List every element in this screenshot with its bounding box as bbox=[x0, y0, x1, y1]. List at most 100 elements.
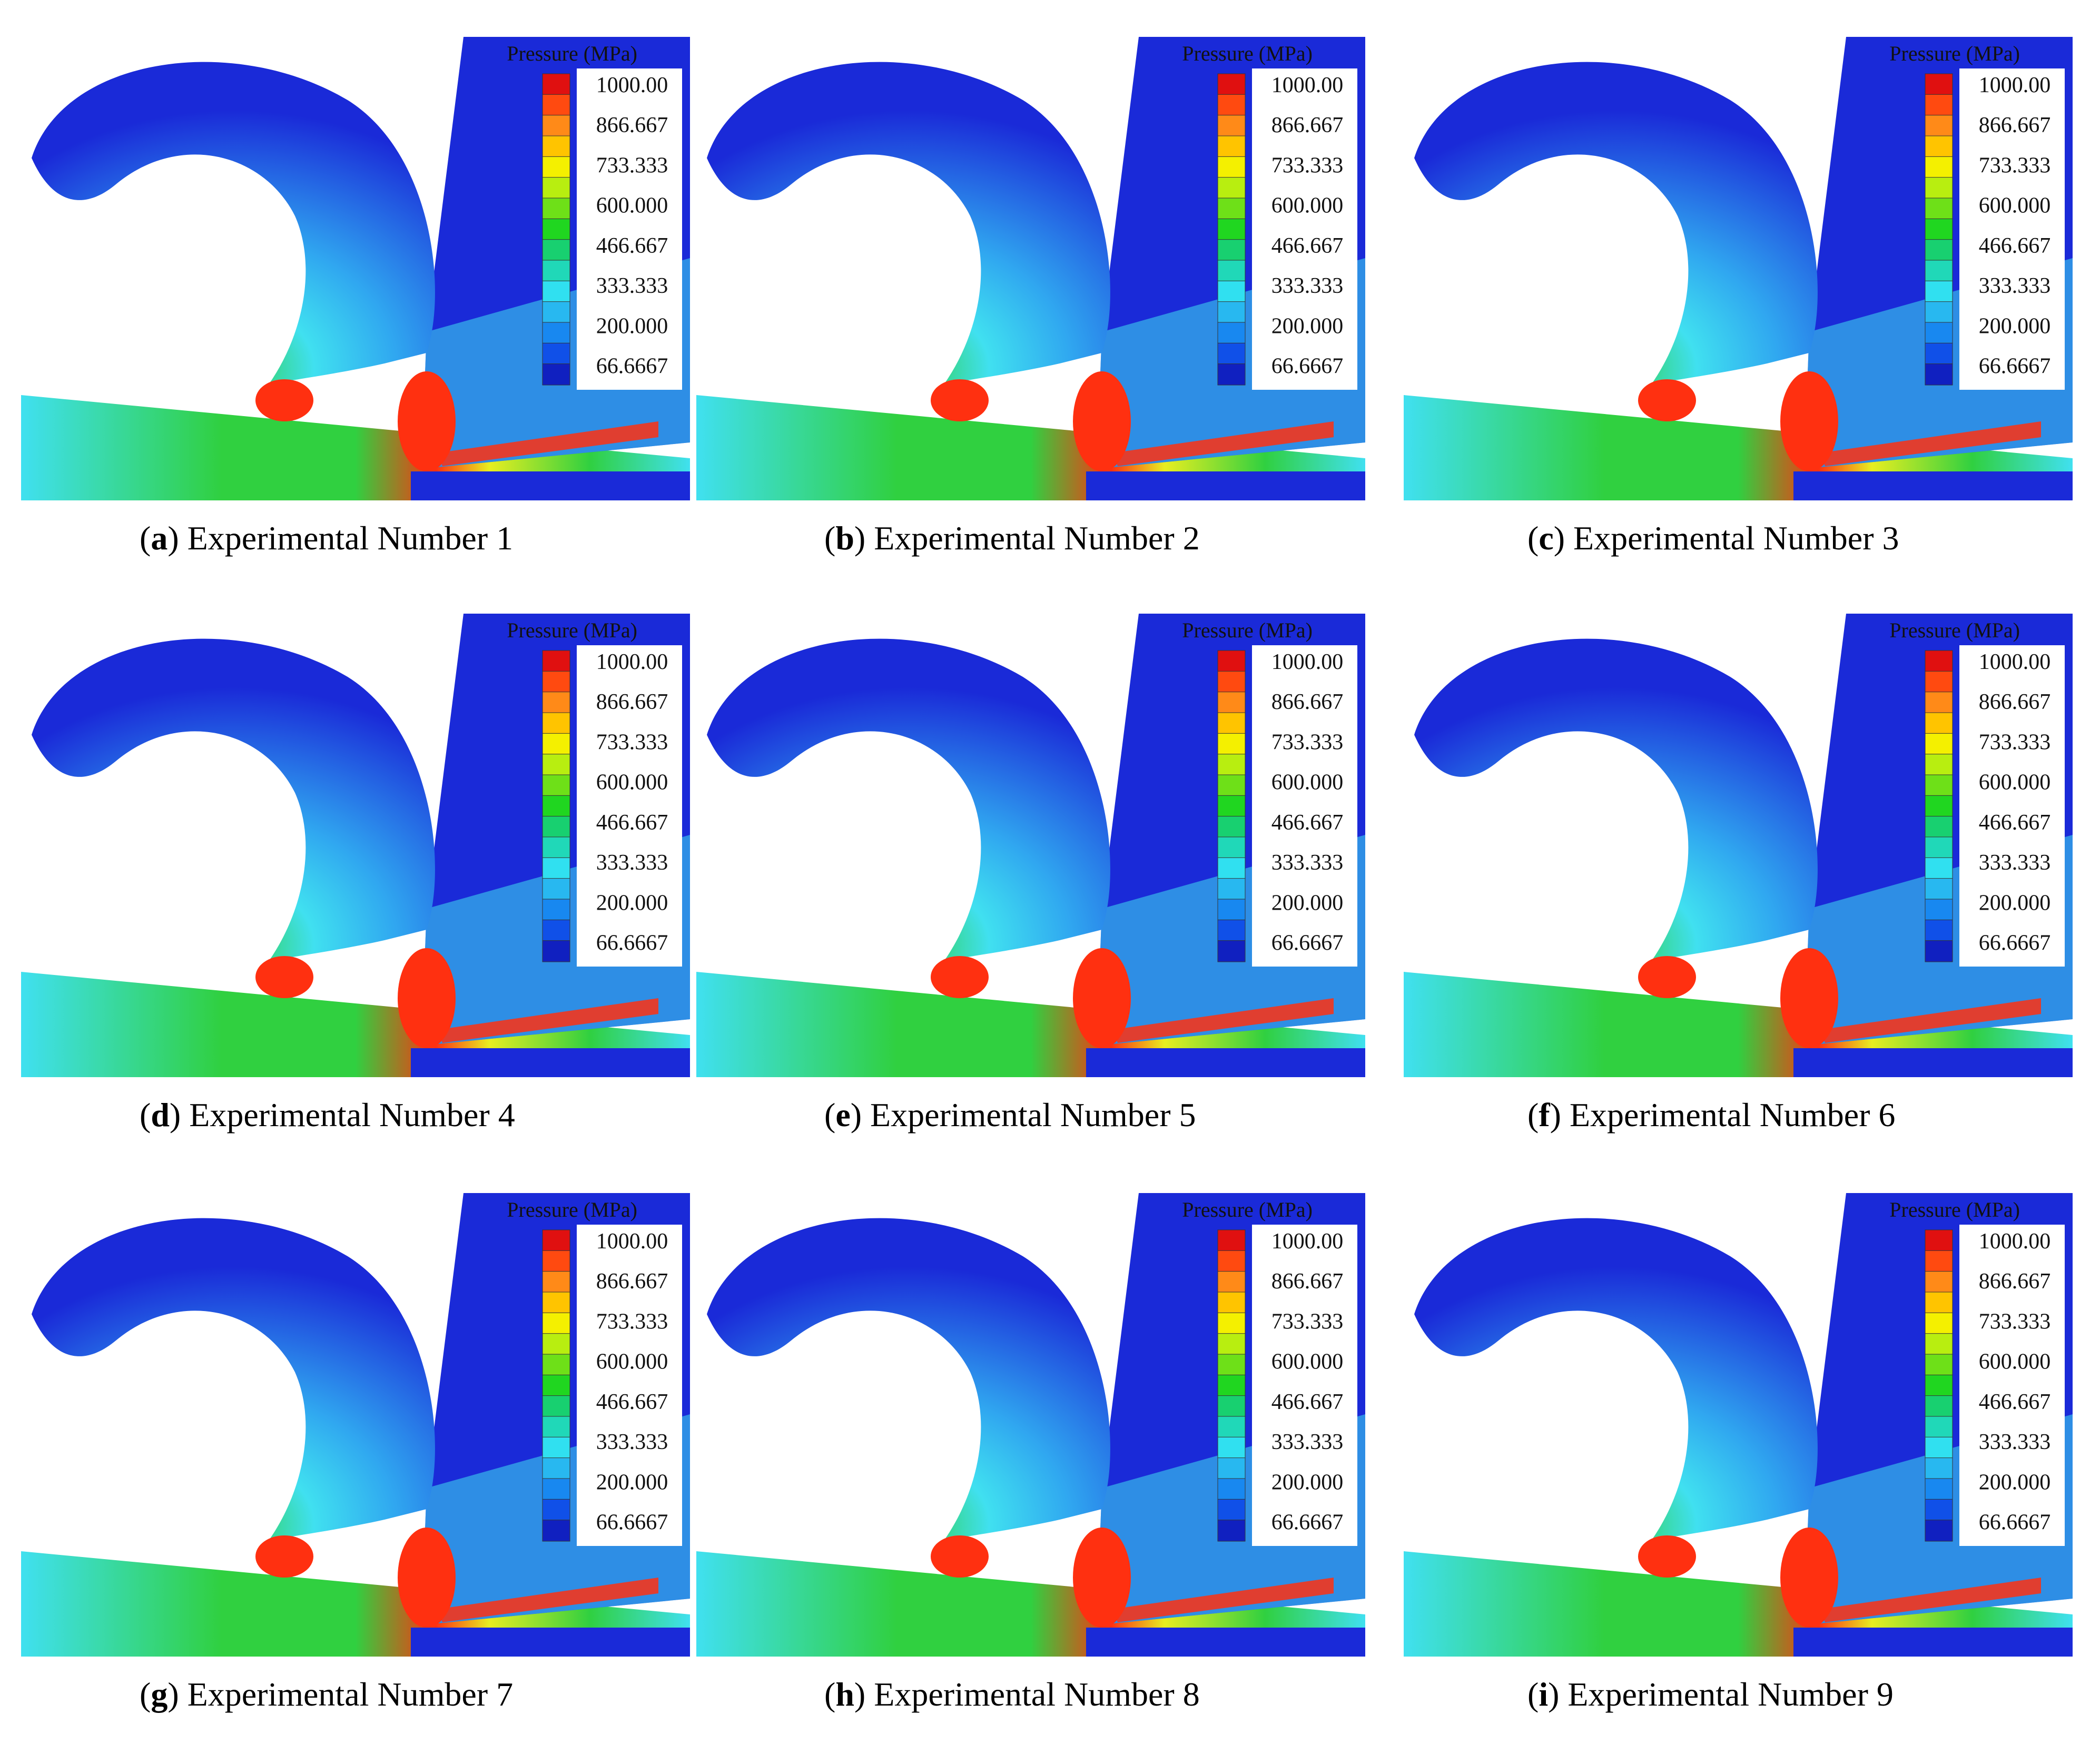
secondary-shear-band bbox=[1112, 998, 1334, 1043]
colorbar-segment bbox=[1925, 919, 1953, 942]
primary-shear-hotspot bbox=[931, 379, 989, 421]
colorbar-segment bbox=[1217, 857, 1246, 880]
colorbar-segment bbox=[1217, 239, 1246, 261]
colorbar-segment bbox=[1925, 1292, 1953, 1314]
workpiece-base bbox=[411, 1628, 690, 1657]
colorbar-segment bbox=[1217, 1478, 1246, 1500]
colorbar-segment bbox=[1925, 671, 1953, 693]
colorbar-tick-label: 1000.00 bbox=[1979, 73, 2051, 97]
colorbar-segment bbox=[1217, 692, 1246, 714]
colorbar-segment bbox=[1925, 73, 1953, 95]
colorbar-tick-label: 1000.00 bbox=[1979, 1229, 2051, 1254]
colorbar-segment bbox=[1217, 795, 1246, 817]
colorbar-label-box bbox=[1252, 68, 1357, 390]
colorbar-tick-label: 66.6667 bbox=[1271, 931, 1344, 955]
colorbar-segment bbox=[1925, 940, 1953, 962]
colorbar-segment bbox=[542, 260, 570, 282]
colorbar-segment bbox=[542, 198, 570, 220]
caption-paren-close: ) bbox=[167, 1676, 188, 1713]
chip bbox=[707, 1218, 1110, 1541]
panel-caption-c: (c) Experimental Number 3 bbox=[1527, 519, 1899, 558]
tool-tip-hotspot bbox=[398, 948, 456, 1048]
panel-caption-f: (f) Experimental Number 6 bbox=[1527, 1096, 1895, 1135]
colorbar-segment bbox=[1217, 919, 1246, 942]
colorbar-segment bbox=[1217, 836, 1246, 859]
colorbar-tick-label: 733.333 bbox=[596, 153, 668, 178]
colorbar-segment bbox=[1925, 1457, 1953, 1480]
colorbar-tick-label: 733.333 bbox=[1979, 153, 2051, 178]
colorbar-tick-label: 733.333 bbox=[1271, 1309, 1344, 1334]
colorbar-label-box bbox=[1252, 1225, 1357, 1546]
colorbar-tick-label: 1000.00 bbox=[1271, 73, 1344, 97]
colorbar-segment bbox=[1925, 135, 1953, 157]
colorbar-segment bbox=[542, 1520, 570, 1542]
colorbar-segment bbox=[1925, 650, 1953, 672]
colorbar-segment bbox=[1925, 836, 1953, 859]
colorbar-tick-label: 66.6667 bbox=[1979, 931, 2051, 955]
colorbar-segment bbox=[1925, 712, 1953, 734]
caption-paren-close: ) bbox=[854, 519, 874, 557]
colorbar-segment bbox=[1217, 1333, 1246, 1355]
colorbar-segment bbox=[1217, 650, 1246, 672]
caption-paren-open: ( bbox=[824, 1096, 836, 1134]
colorbar-segment bbox=[1217, 260, 1246, 282]
colorbar-segment bbox=[542, 1229, 570, 1252]
colorbar-tick-label: 200.000 bbox=[1271, 1470, 1344, 1494]
caption-paren-open: ( bbox=[824, 1676, 836, 1713]
colorbar-segment bbox=[1925, 733, 1953, 755]
tool-tip-hotspot bbox=[1073, 1528, 1131, 1628]
colorbar-segment bbox=[542, 1271, 570, 1293]
colorbar-segment bbox=[1217, 280, 1246, 303]
caption-title: Experimental Number 9 bbox=[1567, 1676, 1894, 1713]
caption-paren-open: ( bbox=[1527, 1676, 1539, 1713]
colorbar-segment bbox=[1925, 1436, 1953, 1459]
colorbar-label-box bbox=[1959, 645, 2065, 967]
colorbar-tick-label: 466.667 bbox=[1979, 234, 2051, 258]
caption-letter: d bbox=[151, 1096, 170, 1134]
colorbar-segment bbox=[1217, 1250, 1246, 1273]
panel-caption-g: (g) Experimental Number 7 bbox=[140, 1675, 513, 1714]
colorbar-tick-label: 1000.00 bbox=[596, 650, 668, 674]
colorbar-segment bbox=[1925, 1354, 1953, 1376]
secondary-shear-band bbox=[437, 998, 658, 1043]
colorbar-label-box bbox=[1959, 68, 2065, 390]
colorbar-segment bbox=[542, 1333, 570, 1355]
colorbar-tick-label: 200.000 bbox=[1979, 1470, 2051, 1494]
colorbar-segment bbox=[542, 301, 570, 323]
colorbar-tick-label: 600.000 bbox=[596, 771, 668, 795]
colorbar-segment bbox=[1925, 301, 1953, 323]
colorbar-segment bbox=[1925, 239, 1953, 261]
chip bbox=[1414, 62, 1818, 385]
primary-shear-hotspot bbox=[931, 1535, 989, 1578]
chip bbox=[1414, 1218, 1818, 1541]
caption-paren-close: ) bbox=[850, 1096, 871, 1134]
colorbar-label-box bbox=[1959, 1225, 2065, 1546]
colorbar-segment bbox=[1217, 1374, 1246, 1397]
colorbar-label-box bbox=[577, 645, 682, 967]
colorbar-segment bbox=[1217, 301, 1246, 323]
colorbar-segment bbox=[542, 1374, 570, 1397]
colorbar-segment bbox=[1925, 218, 1953, 241]
chip bbox=[32, 1218, 435, 1541]
colorbar-tick-label: 600.000 bbox=[1271, 771, 1344, 795]
colorbar-segment bbox=[1217, 1271, 1246, 1293]
colorbar-tick-label: 200.000 bbox=[596, 1470, 668, 1494]
colorbar-tick-label: 733.333 bbox=[596, 1309, 668, 1334]
colorbar-segment bbox=[542, 754, 570, 776]
colorbar-title: Pressure (MPa) bbox=[1182, 618, 1313, 642]
colorbar-tick-label: 1000.00 bbox=[1979, 650, 2051, 674]
colorbar-tick-label: 333.333 bbox=[1271, 1430, 1344, 1454]
primary-shear-hotspot bbox=[1638, 1535, 1696, 1578]
colorbar-segment bbox=[1217, 156, 1246, 179]
simulation-panel-e: Pressure (MPa) 1000.00 866.667 733.333 600.0… bbox=[696, 614, 1365, 1077]
colorbar-segment bbox=[1217, 115, 1246, 137]
colorbar-segment bbox=[1217, 712, 1246, 734]
caption-paren-close: ) bbox=[167, 519, 188, 557]
colorbar-segment bbox=[542, 1312, 570, 1335]
colorbar-segment bbox=[542, 239, 570, 261]
colorbar-segment bbox=[1925, 899, 1953, 921]
colorbar-title: Pressure (MPa) bbox=[1889, 1198, 2020, 1221]
colorbar-segment bbox=[542, 836, 570, 859]
colorbar-segment bbox=[1925, 795, 1953, 817]
colorbar-segment bbox=[1925, 878, 1953, 900]
